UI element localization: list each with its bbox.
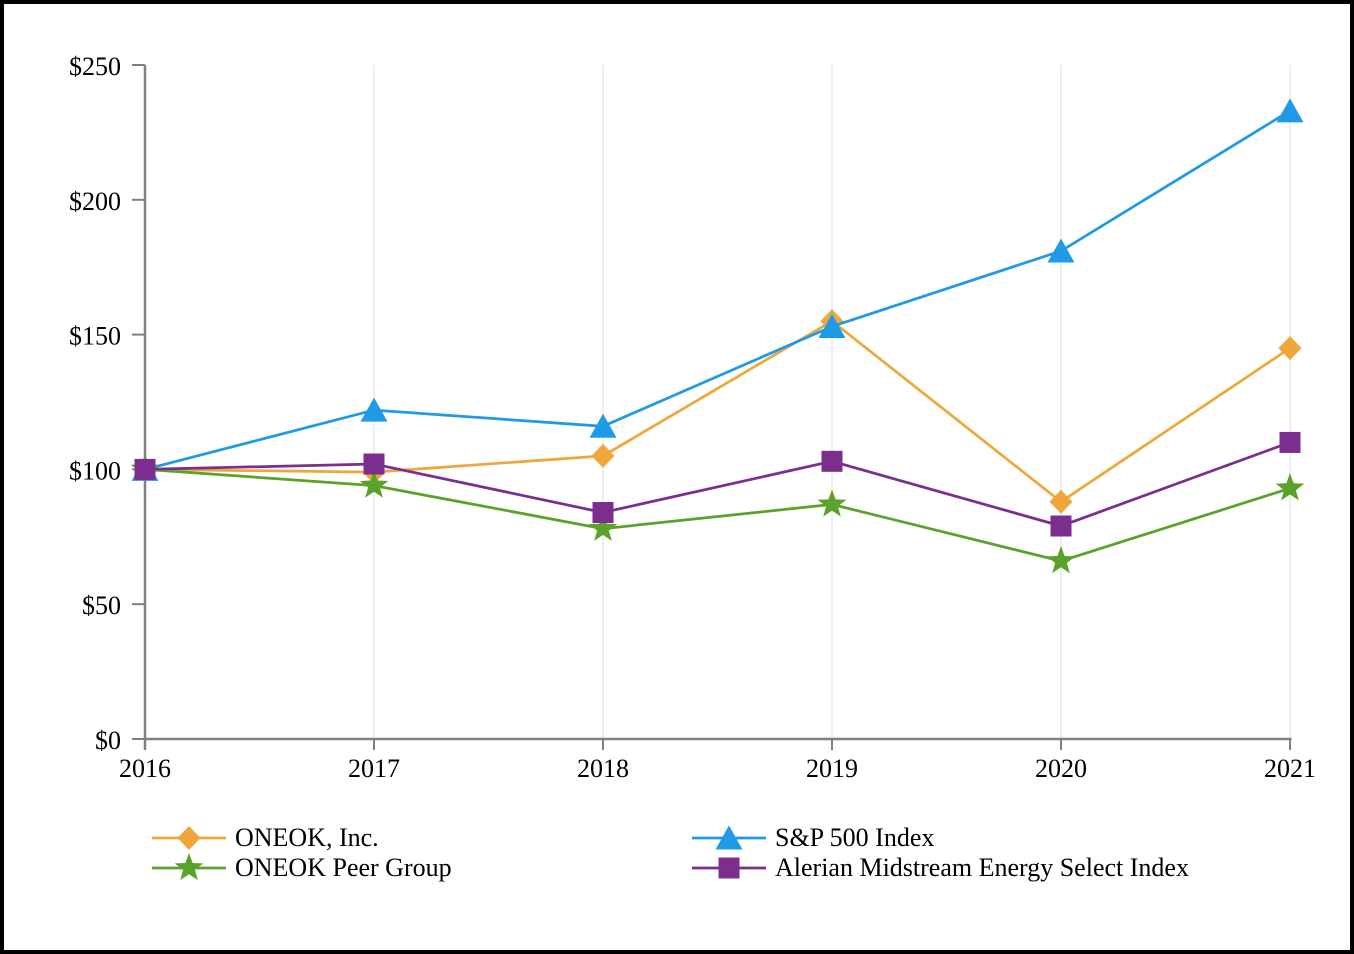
triangle-marker-icon: [589, 413, 617, 438]
legend-marker: [692, 825, 766, 850]
legend-label: S&P 500 Index: [775, 823, 935, 852]
x-tick-label: 2017: [348, 754, 400, 783]
star-marker-icon: [1046, 546, 1076, 574]
triangle-marker-icon: [1047, 238, 1075, 263]
legend-item: Alerian Midstream Energy Select Index: [692, 853, 1189, 883]
y-tick-label: $200: [69, 187, 121, 216]
square-marker-icon: [363, 453, 385, 475]
series-line: [144, 319, 1291, 504]
legend-label: ONEOK Peer Group: [235, 853, 452, 882]
triangle-marker-icon: [818, 314, 846, 339]
square-marker-icon: [1279, 431, 1301, 453]
series-line: [144, 109, 1291, 471]
star-marker-icon: [174, 853, 204, 881]
square-marker-icon: [134, 458, 156, 480]
legend-label: Alerian Midstream Energy Select Index: [775, 853, 1189, 882]
y-tick-label: $100: [69, 456, 121, 485]
legend-marker: [152, 826, 226, 850]
square-marker-icon: [718, 857, 740, 879]
triangle-marker-icon: [715, 825, 743, 850]
triangle-marker-icon: [1276, 98, 1304, 123]
legend-label: ONEOK, Inc.: [235, 823, 379, 852]
x-tick-label: 2016: [119, 754, 171, 783]
diamond-marker-icon: [591, 443, 615, 468]
series-line: [144, 441, 1291, 528]
series-line: [144, 468, 1291, 563]
legend-item: S&P 500 Index: [692, 823, 934, 853]
series-triangle: [131, 98, 1304, 481]
diamond-marker-icon: [1278, 336, 1302, 361]
legend-marker: [152, 853, 226, 881]
x-tick-label: 2021: [1264, 754, 1316, 783]
square-marker-icon: [821, 450, 843, 472]
y-tick-label: $150: [69, 322, 121, 351]
y-tick-label: $250: [69, 52, 121, 81]
star-marker-icon: [1275, 473, 1305, 501]
star-marker-icon: [359, 470, 389, 498]
square-marker-icon: [1050, 515, 1072, 537]
star-marker-icon: [817, 489, 847, 517]
series-square: [134, 431, 1301, 537]
diamond-marker-icon: [177, 826, 201, 850]
y-tick-label: $0: [95, 726, 121, 755]
series-diamond: [133, 309, 1302, 514]
square-marker-icon: [592, 502, 614, 524]
legend-item: ONEOK Peer Group: [152, 853, 452, 883]
x-tick-label: 2019: [806, 754, 858, 783]
legend-item: ONEOK, Inc.: [152, 823, 379, 853]
x-tick-label: 2018: [577, 754, 629, 783]
diamond-marker-icon: [1049, 489, 1073, 514]
legend-marker: [692, 857, 766, 879]
triangle-marker-icon: [360, 397, 388, 422]
x-tick-label: 2020: [1035, 754, 1087, 783]
y-tick-label: $50: [82, 591, 121, 620]
star-marker-icon: [588, 513, 618, 541]
